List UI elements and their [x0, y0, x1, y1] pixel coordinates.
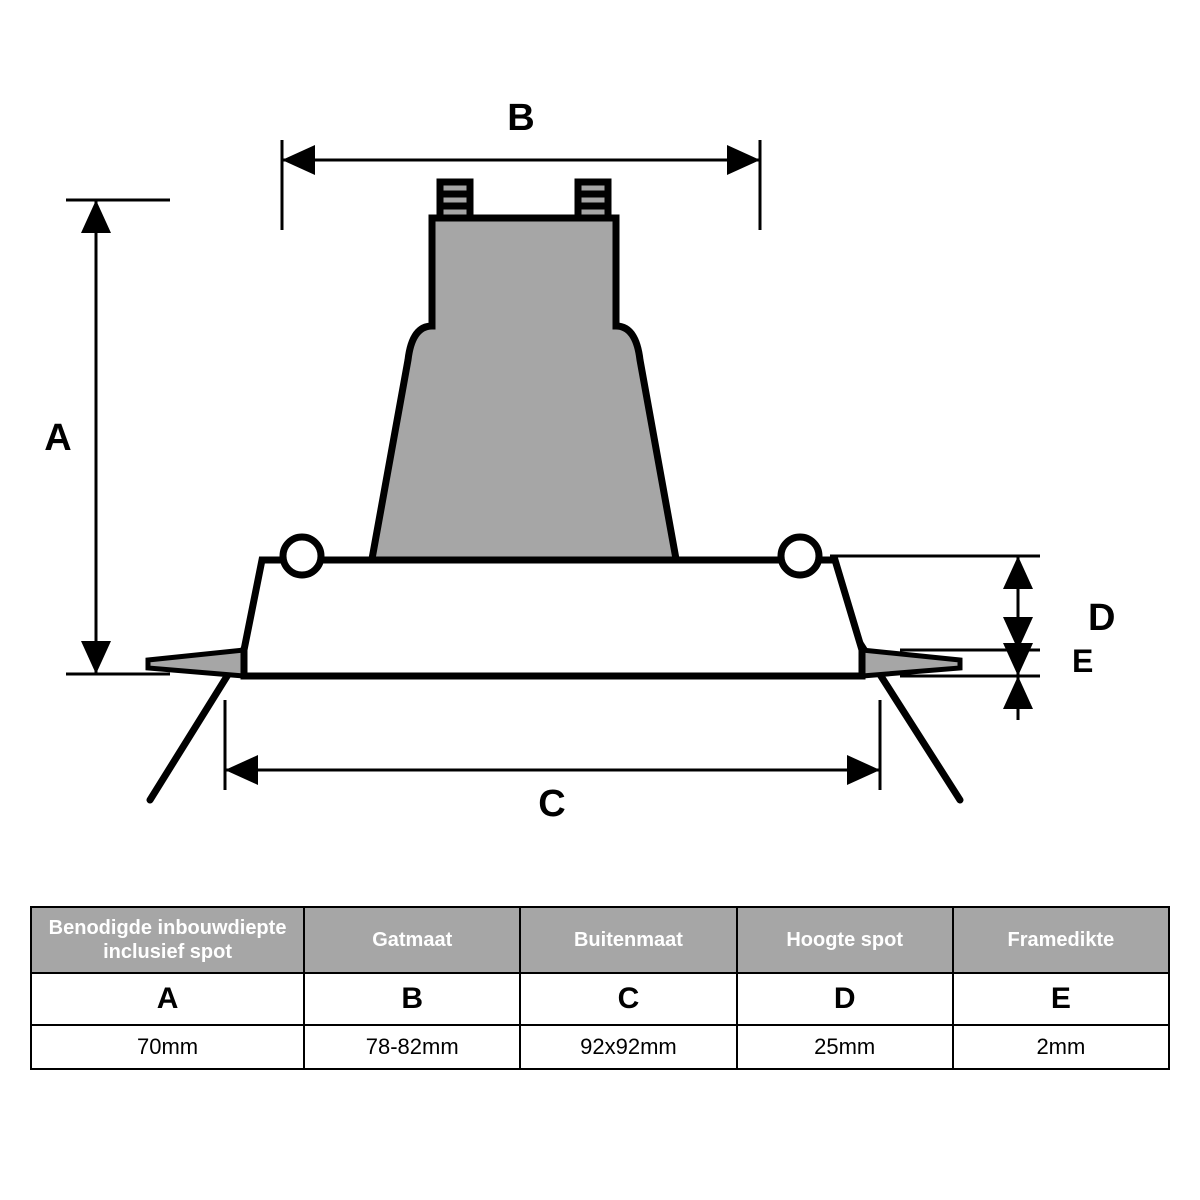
col-letter: D	[737, 973, 953, 1025]
col-header: Framedikte	[953, 907, 1169, 973]
col-header: Buitenmaat	[520, 907, 736, 973]
col-header: Gatmaat	[304, 907, 520, 973]
dimensions-table: Benodigde inbouwdiepte inclusief spot Ga…	[30, 906, 1170, 1070]
fixture-cup	[244, 560, 862, 676]
label-E: E	[1072, 643, 1093, 679]
col-value: 2mm	[953, 1025, 1169, 1069]
label-B: B	[507, 97, 534, 139]
col-value: 25mm	[737, 1025, 953, 1069]
bulb-body	[370, 218, 678, 600]
col-letter: C	[520, 973, 736, 1025]
technical-diagram: A B C D E	[0, 0, 1200, 880]
col-letter: E	[953, 973, 1169, 1025]
table-value-row: 70mm 78-82mm 92x92mm 25mm 2mm	[31, 1025, 1169, 1069]
label-C: C	[538, 783, 565, 825]
col-value: 92x92mm	[520, 1025, 736, 1069]
bulb-pins	[440, 182, 608, 218]
table-letter-row: A B C D E	[31, 973, 1169, 1025]
col-header: Benodigde inbouwdiepte inclusief spot	[31, 907, 304, 973]
col-value: 78-82mm	[304, 1025, 520, 1069]
label-D: D	[1088, 597, 1115, 639]
col-letter: B	[304, 973, 520, 1025]
label-A: A	[44, 417, 71, 459]
table-header-row: Benodigde inbouwdiepte inclusief spot Ga…	[31, 907, 1169, 973]
col-letter: A	[31, 973, 304, 1025]
col-value: 70mm	[31, 1025, 304, 1069]
col-header: Hoogte spot	[737, 907, 953, 973]
